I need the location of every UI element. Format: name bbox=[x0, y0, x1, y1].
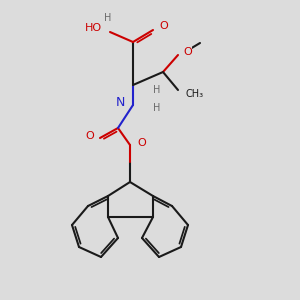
Text: HO: HO bbox=[85, 23, 102, 33]
Text: O: O bbox=[159, 21, 168, 31]
Text: O: O bbox=[85, 131, 94, 141]
Text: O: O bbox=[137, 138, 146, 148]
Text: CH₃: CH₃ bbox=[185, 89, 203, 99]
Text: O: O bbox=[183, 47, 192, 57]
Text: N: N bbox=[116, 97, 125, 110]
Text: H: H bbox=[153, 85, 160, 95]
Text: H: H bbox=[104, 13, 112, 23]
Text: H: H bbox=[153, 103, 160, 113]
